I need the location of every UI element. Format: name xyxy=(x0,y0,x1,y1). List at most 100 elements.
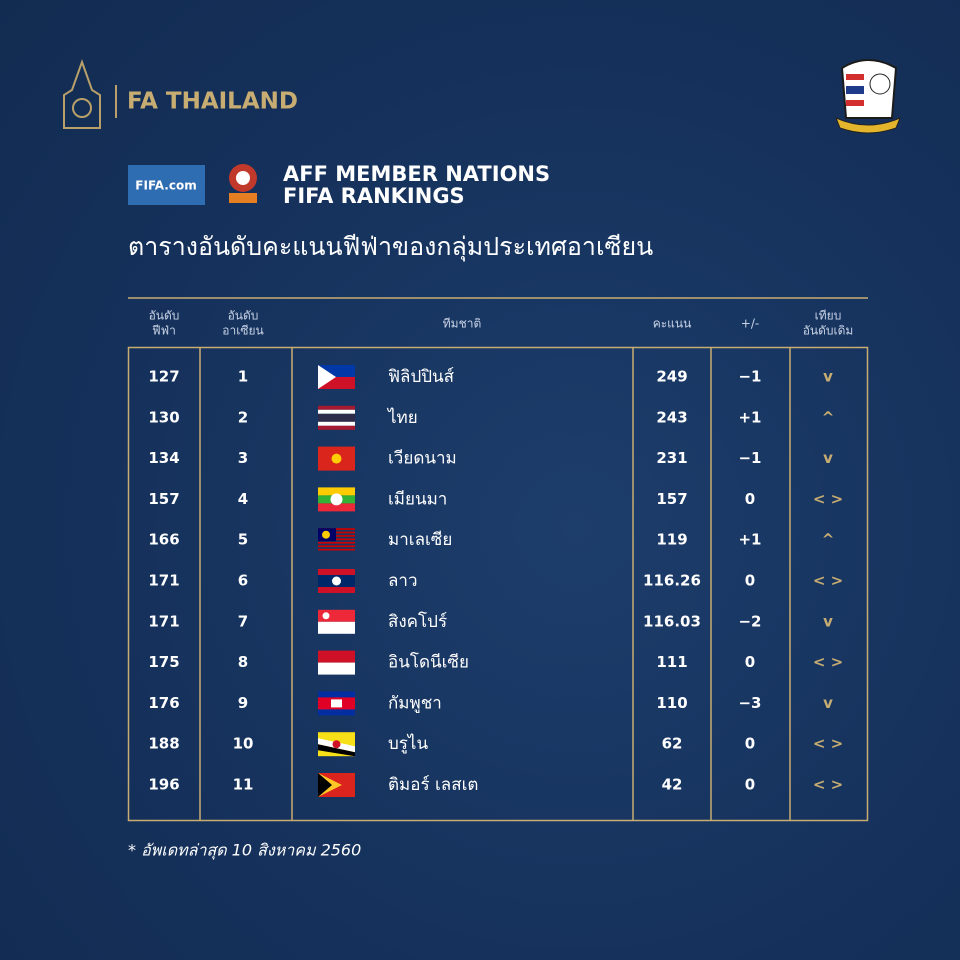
column-header: ฟีฟ่า xyxy=(152,324,176,338)
column-header: เทียบ xyxy=(815,309,842,323)
fifa-badge-box xyxy=(128,165,205,205)
title-line: FIFA RANKINGS xyxy=(283,184,465,208)
flag xyxy=(331,699,342,708)
table-cell: ^ xyxy=(822,408,835,426)
column-header: อันดับ xyxy=(228,309,259,323)
table-cell: ไทย xyxy=(386,407,418,428)
flag xyxy=(318,409,355,414)
table-cell: 127 xyxy=(148,368,179,386)
flag xyxy=(331,453,342,464)
table-cell: 249 xyxy=(656,368,687,386)
flag-icon xyxy=(318,691,355,716)
column-header: อันดับ xyxy=(149,309,180,323)
table-cell: −1 xyxy=(738,449,761,467)
table-cell: 175 xyxy=(148,653,179,671)
column-header: อันดับเดิม xyxy=(803,324,854,338)
table-cell: < > xyxy=(813,572,843,590)
flag xyxy=(318,535,355,537)
flag xyxy=(318,421,355,426)
table-cell: 4 xyxy=(238,490,248,508)
flag-icon xyxy=(318,569,355,593)
table-cell: 7 xyxy=(238,612,248,630)
table-cell: −2 xyxy=(738,612,761,630)
table-cell: 0 xyxy=(745,653,755,671)
flag xyxy=(318,531,355,534)
table-cell: 243 xyxy=(656,408,687,426)
table-cell: 110 xyxy=(656,694,687,712)
table-cell: มาเลเซีย xyxy=(388,530,452,550)
flag xyxy=(318,365,336,389)
table-cell: 9 xyxy=(238,694,248,712)
flag-icon xyxy=(318,405,355,430)
flag xyxy=(332,740,341,749)
table-cell: 62 xyxy=(662,735,683,753)
table-cell: 10 xyxy=(233,735,254,753)
table-cell: 171 xyxy=(148,612,179,630)
table-cell: 3 xyxy=(238,449,248,467)
table-cell: กัมพูชา xyxy=(388,693,442,713)
table-cell: 119 xyxy=(656,531,687,549)
fa-emblem xyxy=(63,59,101,129)
table-cell: +1 xyxy=(738,531,761,549)
table-cell: อินโดนีเซีย xyxy=(388,652,469,673)
table-cell: 0 xyxy=(745,735,755,753)
footnote: * อัพเดทล่าสุด 10 สิงหาคม 2560 xyxy=(128,841,361,861)
table-cell: สิงคโปร์ xyxy=(388,611,447,632)
table-cell: 0 xyxy=(745,490,755,508)
brand: FA THAILAND xyxy=(127,89,298,115)
table-cell: +1 xyxy=(738,408,761,426)
table-cell: 188 xyxy=(148,735,179,753)
table-cell: ติมอร์ เลสเต xyxy=(388,775,478,795)
table-frame xyxy=(127,346,869,822)
table-cell: 1 xyxy=(238,368,248,386)
team-crest xyxy=(835,59,901,134)
table-cell: v xyxy=(823,368,833,386)
title-line: AFF MEMBER NATIONS xyxy=(283,162,550,186)
subtitle: ตารางอันดับคะแนนฟีฟ่าของกลุ่มประเทศอาเซี… xyxy=(128,232,653,262)
table-cell: 11 xyxy=(233,776,254,794)
table-cell: 130 xyxy=(148,408,179,426)
table-cell: 116.03 xyxy=(643,612,701,630)
flag xyxy=(318,662,355,675)
flag xyxy=(318,541,355,544)
table-cell: 8 xyxy=(238,653,248,671)
flag-icon xyxy=(318,487,355,512)
table-cell: v xyxy=(823,612,833,630)
table-cell: 2 xyxy=(238,408,248,426)
table-cell: 5 xyxy=(238,531,248,549)
column-header: คะแนน xyxy=(653,317,692,331)
flag xyxy=(318,405,355,410)
table-cell: v xyxy=(823,694,833,712)
table-cell: ฟิลิปปินส์ xyxy=(388,367,455,387)
table-cell: v xyxy=(823,449,833,467)
flag xyxy=(318,773,332,797)
flag xyxy=(330,493,343,506)
table-cell: −3 xyxy=(738,694,761,712)
table-cell: 157 xyxy=(656,490,687,508)
column-header: ทีมชาติ xyxy=(443,317,482,331)
table-cell: 157 xyxy=(148,490,179,508)
table-cell: −1 xyxy=(738,368,761,386)
flag xyxy=(318,545,355,548)
flag xyxy=(318,548,355,551)
flag-icon xyxy=(318,732,355,757)
flag xyxy=(318,425,355,430)
flag xyxy=(322,530,330,539)
fifa-badge: FIFA.com xyxy=(135,179,196,193)
table-cell: 196 xyxy=(148,776,179,794)
aff-logo xyxy=(229,164,257,203)
table-cell: 42 xyxy=(662,776,683,794)
flag xyxy=(318,744,355,757)
table-cell: 111 xyxy=(656,653,687,671)
flag xyxy=(318,503,355,512)
table-cell: 231 xyxy=(656,449,687,467)
flag xyxy=(318,650,355,663)
column-header: อาเซียน xyxy=(222,324,263,338)
table-cell: 176 xyxy=(148,694,179,712)
table-cell: 0 xyxy=(745,572,755,590)
table-cell: < > xyxy=(813,735,843,753)
flag-icon xyxy=(318,528,355,551)
table-cell: 6 xyxy=(238,572,248,590)
